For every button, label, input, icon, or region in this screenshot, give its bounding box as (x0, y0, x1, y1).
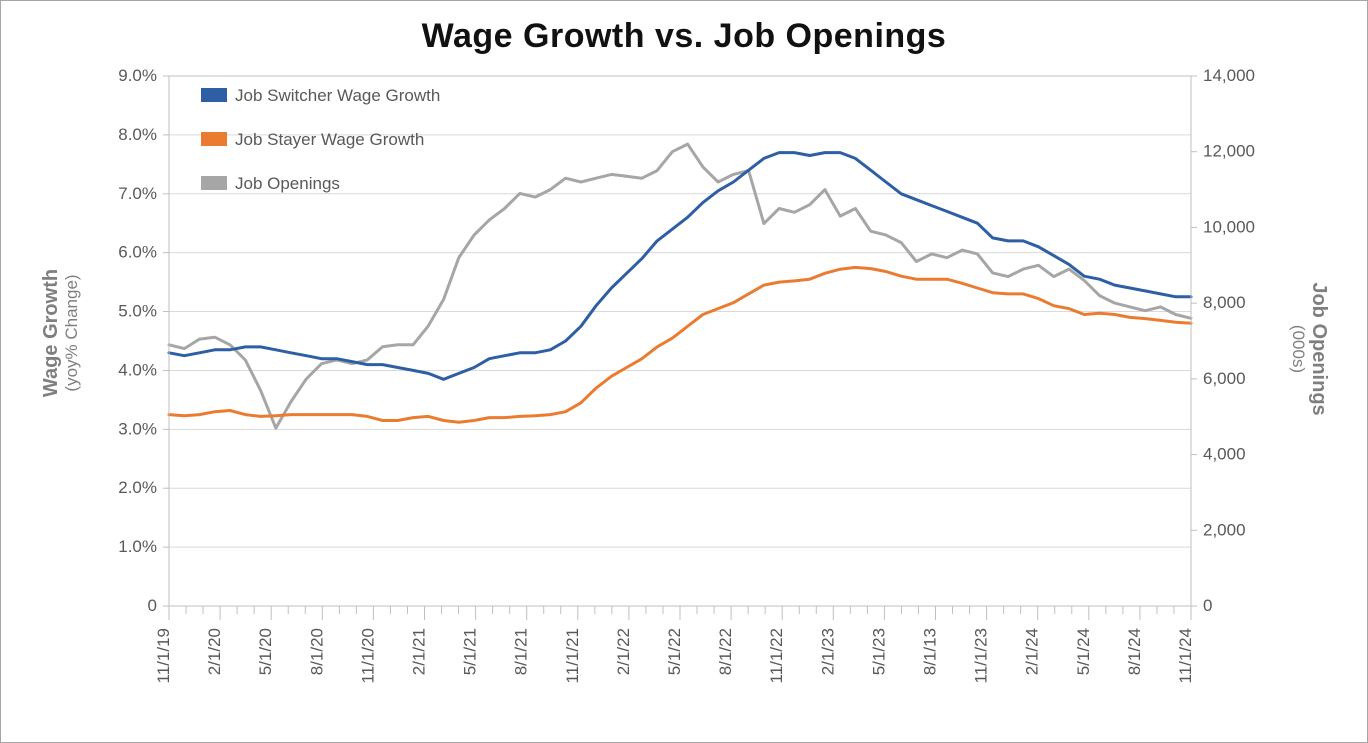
chart-title: Wage Growth vs. Job Openings (29, 17, 1339, 56)
svg-text:Job Stayer Wage Growth: Job Stayer Wage Growth (235, 130, 424, 149)
svg-text:8/1/13: 8/1/13 (921, 628, 940, 675)
svg-text:5.0%: 5.0% (118, 302, 157, 321)
svg-text:11/1/19: 11/1/19 (154, 628, 173, 683)
svg-text:4,000: 4,000 (1203, 445, 1246, 464)
svg-text:2/1/24: 2/1/24 (1023, 628, 1042, 675)
svg-text:Job Openings: Job Openings (235, 174, 340, 193)
svg-text:5/1/21: 5/1/21 (461, 628, 480, 675)
svg-text:Wage Growth: Wage Growth (40, 269, 62, 397)
svg-text:2/1/21: 2/1/21 (410, 628, 429, 675)
svg-text:11/1/24: 11/1/24 (1176, 628, 1195, 683)
svg-text:5/1/23: 5/1/23 (869, 628, 888, 675)
svg-text:11/1/22: 11/1/22 (767, 628, 786, 683)
svg-text:11/1/20: 11/1/20 (358, 628, 377, 683)
svg-text:14,000: 14,000 (1203, 66, 1255, 85)
svg-text:5/1/22: 5/1/22 (665, 628, 684, 675)
svg-text:10,000: 10,000 (1203, 217, 1255, 236)
svg-text:8/1/21: 8/1/21 (512, 628, 531, 675)
svg-text:8/1/24: 8/1/24 (1125, 628, 1144, 675)
svg-text:8.0%: 8.0% (118, 125, 157, 144)
svg-text:12,000: 12,000 (1203, 142, 1255, 161)
svg-text:2/1/22: 2/1/22 (614, 628, 633, 675)
svg-text:2/1/23: 2/1/23 (818, 628, 837, 675)
svg-text:2/1/20: 2/1/20 (205, 628, 224, 675)
svg-text:0: 0 (148, 596, 157, 615)
svg-text:8/1/20: 8/1/20 (307, 628, 326, 675)
svg-text:11/1/21: 11/1/21 (563, 628, 582, 683)
svg-text:5/1/20: 5/1/20 (256, 628, 275, 675)
svg-text:Job Openings: Job Openings (1308, 282, 1330, 415)
chart-plot: 0 1.0% 2.0% 3.0% 4.0% 5.0% 6.0% 7.0% 8.0% 9.0% 0 2,… (29, 56, 1341, 711)
svg-text:(yoy% Change): (yoy% Change) (62, 274, 81, 391)
svg-text:6.0%: 6.0% (118, 243, 157, 262)
chart-card: Wage Growth vs. Job Openings 0 1.0% 2.0% 3.… (0, 0, 1368, 743)
svg-text:1.0%: 1.0% (118, 537, 157, 556)
svg-text:2,000: 2,000 (1203, 520, 1246, 539)
svg-text:5/1/24: 5/1/24 (1074, 628, 1093, 675)
svg-text:9.0%: 9.0% (118, 66, 157, 85)
svg-text:(000s): (000s) (1289, 325, 1308, 373)
svg-text:4.0%: 4.0% (118, 360, 157, 379)
svg-text:7.0%: 7.0% (118, 184, 157, 203)
svg-text:11/1/23: 11/1/23 (972, 628, 991, 683)
svg-text:0: 0 (1203, 596, 1212, 615)
svg-text:6,000: 6,000 (1203, 369, 1246, 388)
svg-text:8/1/22: 8/1/22 (716, 628, 735, 675)
svg-text:Job Switcher Wage Growth: Job Switcher Wage Growth (235, 86, 440, 105)
svg-text:8,000: 8,000 (1203, 293, 1246, 312)
svg-text:2.0%: 2.0% (118, 478, 157, 497)
svg-text:3.0%: 3.0% (118, 419, 157, 438)
